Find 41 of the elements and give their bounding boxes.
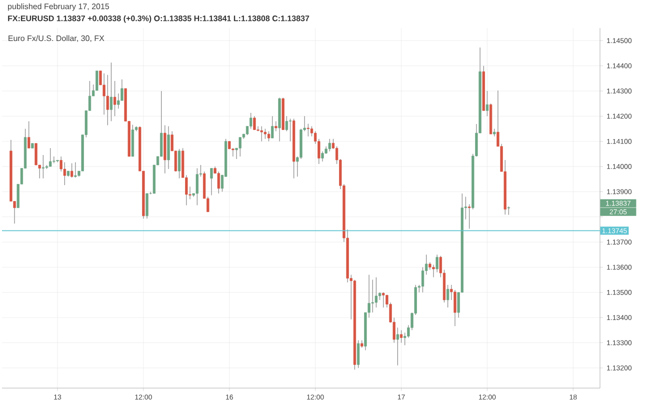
candlestick	[106, 74, 109, 126]
candlestick	[264, 128, 267, 140]
candlestick	[238, 136, 242, 157]
candlestick	[267, 130, 270, 142]
candlestick	[253, 116, 256, 130]
candlestick	[217, 171, 220, 194]
candlestick	[196, 168, 198, 206]
candlestick	[421, 266, 424, 293]
candlestick	[382, 292, 385, 308]
candlestick	[260, 126, 263, 142]
text: published February 17, 2015	[8, 3, 110, 11]
candlestick	[328, 138, 331, 152]
candlestick	[356, 340, 360, 368]
candlestick	[274, 120, 278, 132]
candlestick	[74, 162, 77, 178]
candlestick	[178, 148, 181, 179]
candlestick	[60, 156, 62, 172]
candlestick	[210, 168, 213, 196]
candlestick	[113, 80, 116, 116]
candlestick	[146, 193, 148, 219]
text: Euro Fx/U.S. Dollar, 30, FX	[8, 35, 104, 42]
candlestick	[446, 284, 450, 308]
candlestick	[70, 162, 74, 178]
chart-subtitle: FX:EURUSD 1.13837 +0.00338 (+0.3%) O:1.13835 H:1.13841 L:1.13808 C:1.13837	[8, 15, 310, 23]
candlestick	[271, 116, 274, 138]
candlestick	[102, 73, 106, 115]
candlestick	[120, 79, 124, 101]
candlestick	[468, 204, 471, 229]
candlestick	[110, 62, 113, 122]
candlestick	[285, 116, 288, 132]
candlestick	[400, 330, 403, 344]
candlestick	[42, 154, 44, 179]
candlestick	[28, 120, 30, 148]
candlestick	[396, 327, 400, 366]
candlestick	[306, 123, 310, 137]
candlestick	[432, 264, 435, 278]
candlestick	[49, 148, 52, 167]
candlestick	[288, 118, 292, 142]
candlestick	[486, 90, 489, 116]
candlestick	[454, 290, 456, 326]
candlestick	[34, 143, 38, 166]
